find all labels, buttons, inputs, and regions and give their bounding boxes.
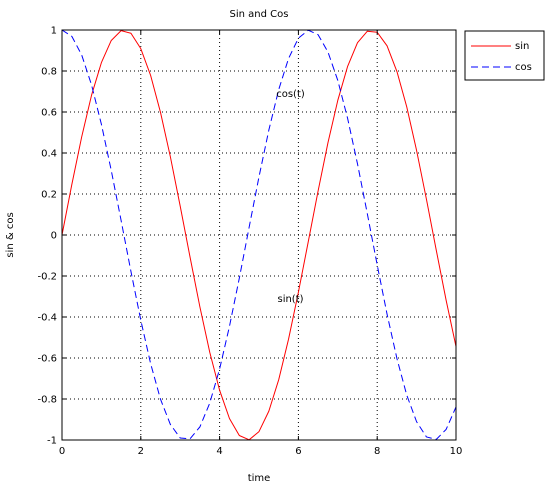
- grid: [62, 30, 456, 440]
- chart-title: Sin and Cos: [230, 9, 289, 20]
- annotations: cos(t) sin(t): [276, 89, 305, 305]
- y-tick-label: 0: [51, 231, 57, 242]
- y-tick-label: 1: [51, 26, 57, 37]
- x-tick-label: 6: [295, 446, 301, 457]
- series-line-sin: [61, 30, 457, 441]
- series-lines: [61, 29, 457, 441]
- x-tick-label: 4: [216, 446, 222, 457]
- y-tick-label: -0.8: [37, 395, 57, 406]
- y-tick-label: -0.2: [37, 272, 57, 283]
- y-tick-label: 0.4: [41, 149, 57, 160]
- legend-box: [464, 30, 545, 81]
- legend-label-cos: cos: [515, 62, 532, 73]
- x-tick-label: 2: [138, 446, 144, 457]
- x-tick-label: 10: [450, 446, 463, 457]
- y-tick-label: -0.6: [37, 354, 57, 365]
- annotation-0: cos(t): [276, 89, 305, 100]
- y-tick-label: -0.4: [37, 313, 57, 324]
- ticks: 0 2 4 6 8 10 -1 -0.8 -0.6 -0.4 -0.2 0 0.2 0.4 0.6 0.8 1: [37, 26, 462, 458]
- y-tick-label: 0.6: [41, 108, 57, 119]
- legend: sin cos: [464, 30, 545, 81]
- y-tick-label: -1: [47, 436, 57, 447]
- x-axis-title: time: [248, 473, 271, 484]
- y-axis-title: sin & cos: [5, 212, 16, 257]
- x-tick-label: 8: [374, 446, 380, 457]
- x-tick-label: 0: [59, 446, 65, 457]
- annotation-1: sin(t): [277, 294, 303, 305]
- legend-label-sin: sin: [515, 41, 529, 52]
- y-tick-label: 0.2: [41, 190, 57, 201]
- y-tick-label: 0.8: [41, 67, 57, 78]
- series-line-cos: [61, 29, 457, 440]
